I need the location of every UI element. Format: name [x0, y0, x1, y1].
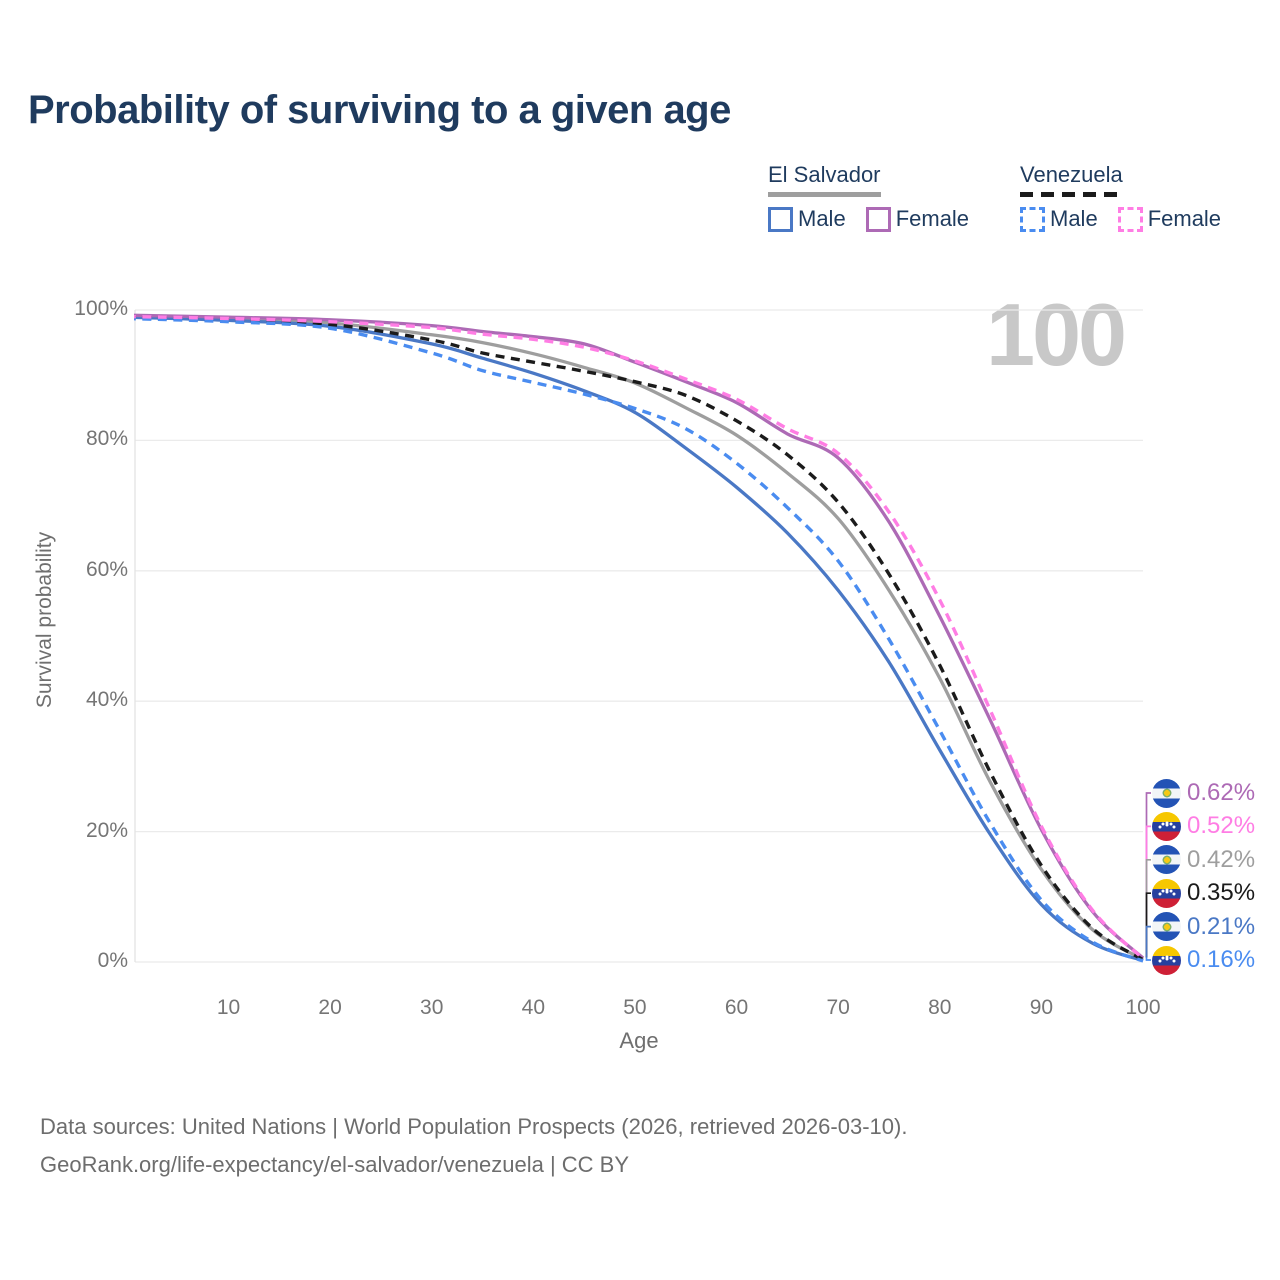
footer-data-sources: Data sources: United Nations | World Pop…: [40, 1114, 908, 1139]
x-tick-20: 20: [318, 996, 342, 1019]
legend-item-label: Female: [1147, 206, 1222, 231]
legend-solid-line-swatch: [768, 192, 881, 197]
y-tick-20%: 20%: [85, 818, 128, 842]
y-tick-100%: 100%: [74, 297, 128, 320]
series-line-el-salvador-male: [134, 315, 1144, 963]
x-tick-70: 70: [826, 996, 850, 1019]
legend-items: Male Female: [1020, 206, 1221, 232]
end-connector-venezuela-male: [1145, 957, 1151, 961]
x-tick-80: 80: [928, 996, 952, 1019]
y-tick-60%: 60%: [85, 557, 128, 581]
end-label-el-salvador-male: 0.21%: [1152, 912, 1256, 942]
legend-dashed-line-swatch: [1020, 192, 1123, 197]
series-line-el-salvador-female: [134, 313, 1145, 960]
legend-group-el-salvador: El Salvador Male Female: [768, 162, 969, 232]
x-tick-90: 90: [1029, 996, 1054, 1019]
x-tick-60: 60: [724, 996, 749, 1019]
legend-country-label: El Salvador: [768, 162, 881, 187]
x-tick-100: 100: [1125, 996, 1161, 1019]
end-value: 0.16%: [1187, 946, 1256, 973]
legend-country-wrap: Venezuela: [1020, 162, 1123, 197]
legend-item-male: Male: [1020, 206, 1098, 232]
end-value: 0.52%: [1187, 812, 1256, 840]
footer-attribution: GeoRank.org/life-expectancy/el-salvador/…: [40, 1152, 630, 1177]
legend-swatch-icon: [1117, 206, 1143, 232]
legend-items: Male Female: [768, 206, 969, 232]
end-label-venezuela-male: 0.16%: [1152, 945, 1256, 975]
series-line-venezuela-male: [134, 316, 1144, 963]
y-axis-title: Survival probability: [33, 531, 56, 709]
page-title: Probability of surviving to a given age: [28, 88, 731, 132]
x-tick-40: 40: [521, 996, 545, 1019]
end-connector-el-salvador-male: [1145, 925, 1151, 958]
legend-group-venezuela: Venezuela Male Female: [1020, 162, 1221, 232]
legend-swatch-icon: [1020, 206, 1045, 232]
series-line-venezuela-total: [134, 315, 1144, 962]
legend-item-label: Male: [1050, 206, 1098, 231]
legend-item-male: Male: [768, 206, 846, 232]
end-label-venezuela-female: 0.52%: [1152, 811, 1256, 841]
y-tick-80%: 80%: [85, 427, 128, 451]
el-salvador-flag-icon: [1152, 845, 1181, 875]
series-line-venezuela-female: [134, 314, 1145, 960]
el-salvador-flag-icon: [1152, 912, 1181, 942]
end-value: 0.21%: [1187, 912, 1256, 940]
x-tick-10: 10: [216, 996, 241, 1019]
legend-swatch-icon: [768, 206, 793, 232]
legend-item-label: Female: [895, 206, 970, 231]
series-line-el-salvador-total: [134, 315, 1144, 961]
legend-swatch-icon: [865, 206, 891, 232]
el-salvador-flag-icon: [1152, 778, 1181, 808]
end-label-venezuela-total: 0.35%: [1152, 878, 1256, 908]
legend-country-label: Venezuela: [1020, 162, 1123, 187]
x-tick-30: 30: [420, 996, 444, 1019]
max-age-watermark: 100: [986, 285, 1127, 384]
end-label-el-salvador-total: 0.42%: [1152, 845, 1256, 875]
end-label-el-salvador-female: 0.62%: [1152, 778, 1256, 808]
x-axis-title: Age: [619, 1028, 659, 1053]
end-value: 0.35%: [1187, 879, 1256, 907]
end-value: 0.42%: [1187, 845, 1256, 873]
y-tick-0%: 0%: [97, 949, 128, 972]
y-tick-40%: 40%: [85, 688, 128, 712]
end-value: 0.62%: [1187, 779, 1256, 806]
footer: Data sources: United Nations | World Pop…: [40, 1108, 907, 1184]
legend-item-female: Female: [865, 206, 970, 232]
venezuela-flag-icon: [1152, 878, 1181, 908]
legend-item-female: Female: [1117, 206, 1222, 232]
venezuela-flag-icon: [1152, 945, 1181, 975]
legend-item-label: Male: [798, 206, 846, 231]
venezuela-flag-icon: [1152, 811, 1181, 841]
x-tick-50: 50: [623, 996, 647, 1019]
legend-country-wrap: El Salvador: [768, 162, 881, 197]
